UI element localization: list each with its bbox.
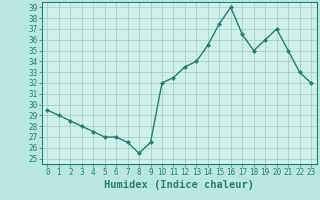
X-axis label: Humidex (Indice chaleur): Humidex (Indice chaleur) xyxy=(104,180,254,190)
